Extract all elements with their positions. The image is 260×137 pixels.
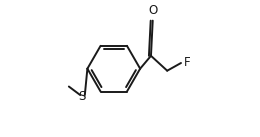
Text: F: F [184, 56, 190, 69]
Text: O: O [148, 4, 158, 17]
Text: S: S [79, 90, 86, 103]
